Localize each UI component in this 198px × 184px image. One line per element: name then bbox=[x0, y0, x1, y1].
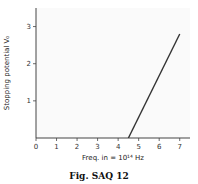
x-tick bbox=[36, 138, 37, 141]
x-tick bbox=[179, 138, 180, 141]
x-tick bbox=[159, 138, 160, 141]
chart-title: Fig. SAQ 12 bbox=[69, 171, 128, 181]
x-tick-label: 1 bbox=[54, 143, 58, 151]
y-tick-label: 1 bbox=[27, 97, 31, 105]
x-axis-label: Freq. in = 10¹⁴ Hz bbox=[82, 154, 144, 162]
x-axis-line bbox=[36, 138, 190, 139]
y-tick bbox=[33, 63, 36, 64]
y-axis-line bbox=[36, 8, 37, 138]
x-tick-label: 7 bbox=[177, 143, 181, 151]
plot-marks bbox=[128, 34, 179, 138]
x-tick bbox=[97, 138, 98, 141]
y-tick bbox=[33, 100, 36, 101]
y-tick-label: 3 bbox=[27, 23, 31, 31]
x-tick bbox=[77, 138, 78, 141]
y-tick bbox=[33, 26, 36, 27]
data-line bbox=[128, 34, 179, 138]
x-tick-label: 4 bbox=[116, 143, 121, 151]
x-tick-label: 5 bbox=[136, 143, 140, 151]
plot-area bbox=[36, 8, 190, 138]
y-axis-label: Stopping potential V₀ bbox=[3, 36, 11, 111]
chart-container: 0 1 2 3 4 5 6 7 1 2 3 Freq. in = 10¹⁴ Hz Stopping po… bbox=[0, 0, 198, 184]
x-tick bbox=[56, 138, 57, 141]
x-tick bbox=[138, 138, 139, 141]
x-tick bbox=[118, 138, 119, 141]
x-tick-label: 2 bbox=[75, 143, 79, 151]
x-tick-label: 6 bbox=[157, 143, 162, 151]
y-tick-label: 2 bbox=[27, 60, 31, 68]
x-tick-label: 0 bbox=[34, 143, 38, 151]
chart: 0 1 2 3 4 5 6 7 1 2 3 Freq. in = 10¹⁴ Hz Stopping po… bbox=[0, 0, 198, 184]
x-tick-label: 3 bbox=[95, 143, 99, 151]
